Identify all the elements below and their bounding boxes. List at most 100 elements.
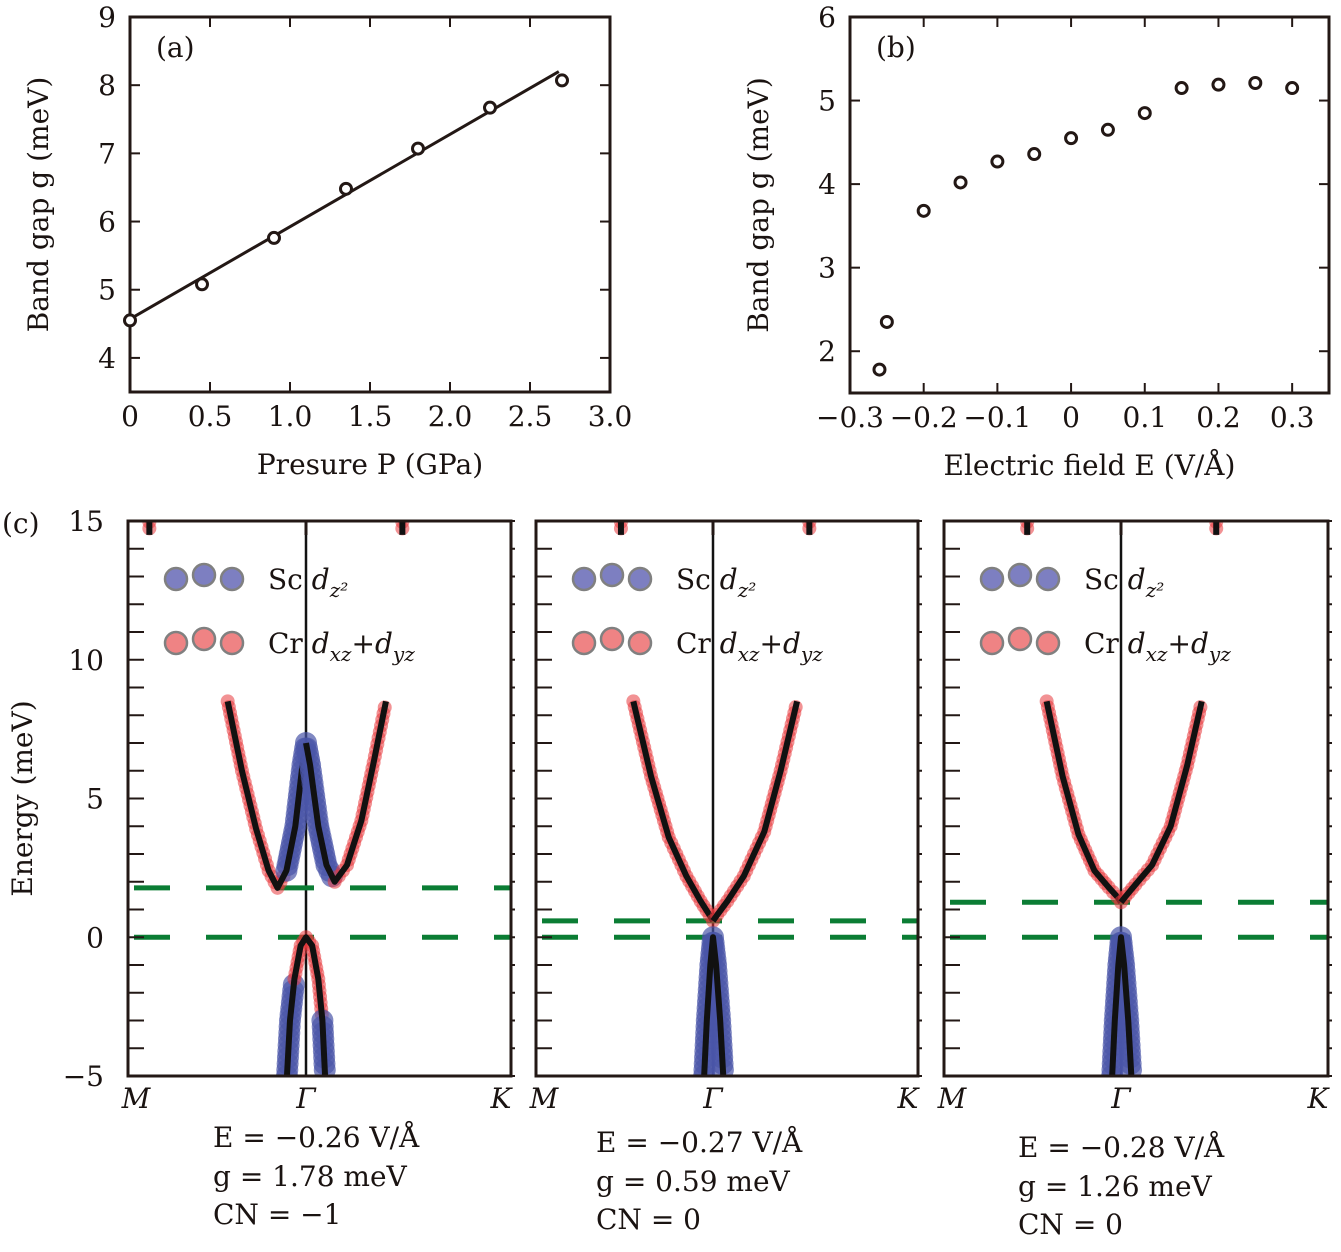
x-tick-label: 1.5: [348, 400, 393, 433]
gap-label: g = 0.59 meV: [596, 1165, 791, 1198]
y-axis-label: Band gap g (meV): [742, 77, 775, 333]
band: [1101, 926, 1143, 1076]
band: [693, 926, 734, 1076]
y-tick-label: 10: [68, 644, 104, 677]
legend-plus: +: [759, 627, 782, 660]
sc-legend-marker: [1035, 566, 1061, 592]
legend-element: Sc: [676, 563, 711, 596]
sc-legend-marker: [1007, 562, 1033, 588]
panel-label: (c): [2, 507, 40, 540]
band: [1039, 694, 1125, 905]
x-tick-label: 0.3: [1270, 401, 1315, 434]
band-plot-area: [536, 521, 918, 1076]
legend-subscript: yz: [1208, 642, 1231, 666]
legend-element: Sc: [268, 563, 303, 596]
legend-orbital: d: [1128, 563, 1146, 596]
legend-element: Sc: [1084, 563, 1119, 596]
cr-legend-marker: [163, 630, 189, 656]
legend-orbital: d: [312, 627, 330, 660]
legend-plus: +: [1167, 627, 1190, 660]
legend-orbital: d: [720, 627, 738, 660]
band: [295, 700, 392, 889]
k-point-label: M: [529, 1082, 560, 1115]
legend-orbital: d: [312, 563, 330, 596]
data-point: [555, 73, 569, 88]
sc-legend-marker: [979, 566, 1005, 592]
y-tick-label: 6: [818, 1, 836, 34]
sc-legend-marker: [627, 566, 653, 592]
legend-element: Cr: [1084, 627, 1119, 660]
data-point: [990, 154, 1005, 169]
legend-orbital: d: [783, 627, 801, 660]
sc-legend-marker: [191, 562, 217, 588]
band-line: [1109, 934, 1135, 1076]
legend-label-sc: Sc dz²: [676, 563, 756, 602]
chern-number-label: CN = −1: [213, 1198, 341, 1231]
y-tick-label: 7: [98, 137, 116, 170]
field-label: E = −0.28 V/Å: [1018, 1131, 1225, 1164]
y-axis-label: Band gap g (meV): [22, 77, 55, 333]
plot-frame: [848, 15, 1331, 395]
field-label: E = −0.27 V/Å: [596, 1126, 803, 1159]
y-tick-label: 0: [86, 921, 104, 954]
data-point: [195, 277, 209, 292]
panel-label: (a): [156, 31, 195, 64]
gap-label: g = 1.78 meV: [213, 1160, 408, 1193]
legend-element: Cr: [676, 627, 711, 660]
data-point: [411, 141, 425, 156]
data-point: [267, 230, 281, 245]
legend-subscript: xz: [738, 642, 760, 666]
data-point: [123, 313, 137, 328]
data-point: [872, 362, 887, 377]
legend-subscript: xz: [1146, 642, 1168, 666]
sc-legend-marker: [571, 566, 597, 592]
band: [1020, 521, 1035, 536]
sc-legend-marker: [219, 566, 245, 592]
legend-element: Cr: [268, 627, 303, 660]
band-line: [303, 700, 389, 885]
band: [706, 700, 803, 928]
band: [142, 521, 157, 536]
y-tick-label: 15: [68, 505, 104, 538]
data-point: [1100, 122, 1115, 137]
chern-number-label: CN = 0: [596, 1203, 701, 1236]
data-point: [1137, 106, 1152, 121]
cr-legend-marker: [1007, 626, 1033, 652]
band: [275, 930, 336, 1076]
sc-legend-marker: [599, 562, 625, 588]
y-tick-label: 5: [86, 783, 104, 816]
cr-legend-marker: [191, 626, 217, 652]
x-tick-label: 1.0: [268, 400, 313, 433]
x-tick-label: 2.0: [428, 400, 473, 433]
legend-subscript: z²: [737, 578, 757, 602]
gap-label: g = 1.26 meV: [1018, 1170, 1213, 1203]
band: [626, 694, 717, 923]
data-point: [1174, 81, 1189, 96]
data-point: [1027, 147, 1042, 162]
cr-legend-marker: [599, 626, 625, 652]
legend-subscript: yz: [392, 642, 415, 666]
band-line: [224, 700, 309, 891]
data-point: [1064, 131, 1079, 146]
legend-plus: +: [351, 627, 374, 660]
subpanel-annotation: E = −0.26 V/Å g = 1.78 meV CN = −1: [213, 1121, 420, 1231]
x-tick-label: 2.5: [508, 400, 553, 433]
cr-legend-marker: [1035, 630, 1061, 656]
text-part: [1119, 627, 1128, 660]
data-point: [879, 314, 894, 329]
plot-frame: [128, 15, 612, 394]
y-tick-label: −5: [63, 1060, 104, 1093]
chern-number-label: CN = 0: [1018, 1208, 1123, 1241]
y-axis-label: Energy (meV): [6, 700, 39, 896]
k-point-label: K: [1307, 1082, 1331, 1115]
k-point-label: Γ: [295, 1082, 317, 1115]
sc-legend-marker: [163, 566, 189, 592]
x-axis-label: Electric field E (V/Å): [944, 449, 1236, 482]
panel-label: (b): [876, 31, 916, 64]
y-tick-label: 2: [818, 335, 836, 368]
